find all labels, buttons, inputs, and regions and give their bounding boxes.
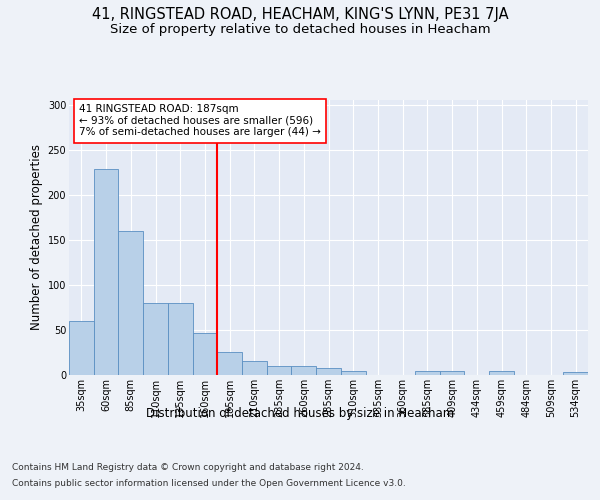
Y-axis label: Number of detached properties: Number of detached properties (31, 144, 43, 330)
Bar (489, 372, 514, 375)
Text: 41, RINGSTEAD ROAD, HEACHAM, KING'S LYNN, PE31 7JA: 41, RINGSTEAD ROAD, HEACHAM, KING'S LYNN… (92, 8, 508, 22)
Bar (168, 303, 193, 375)
Text: Size of property relative to detached houses in Heacham: Size of property relative to detached ho… (110, 22, 490, 36)
Bar (69, 321, 94, 375)
Bar (440, 372, 464, 375)
Text: Contains HM Land Registry data © Crown copyright and database right 2024.: Contains HM Land Registry data © Crown c… (12, 462, 364, 471)
Bar (563, 372, 588, 375)
Bar (316, 368, 341, 375)
Bar (217, 352, 242, 375)
Text: Distribution of detached houses by size in Heacham: Distribution of detached houses by size … (146, 408, 454, 420)
Bar (94, 170, 118, 375)
Text: Contains public sector information licensed under the Open Government Licence v3: Contains public sector information licen… (12, 479, 406, 488)
Bar (292, 366, 316, 375)
Text: 41 RINGSTEAD ROAD: 187sqm
← 93% of detached houses are smaller (596)
7% of semi-: 41 RINGSTEAD ROAD: 187sqm ← 93% of detac… (79, 104, 321, 138)
Bar (242, 362, 267, 375)
Bar (193, 332, 217, 375)
Bar (267, 366, 292, 375)
Bar (143, 303, 168, 375)
Bar (118, 230, 143, 375)
Bar (341, 372, 365, 375)
Bar (415, 372, 440, 375)
